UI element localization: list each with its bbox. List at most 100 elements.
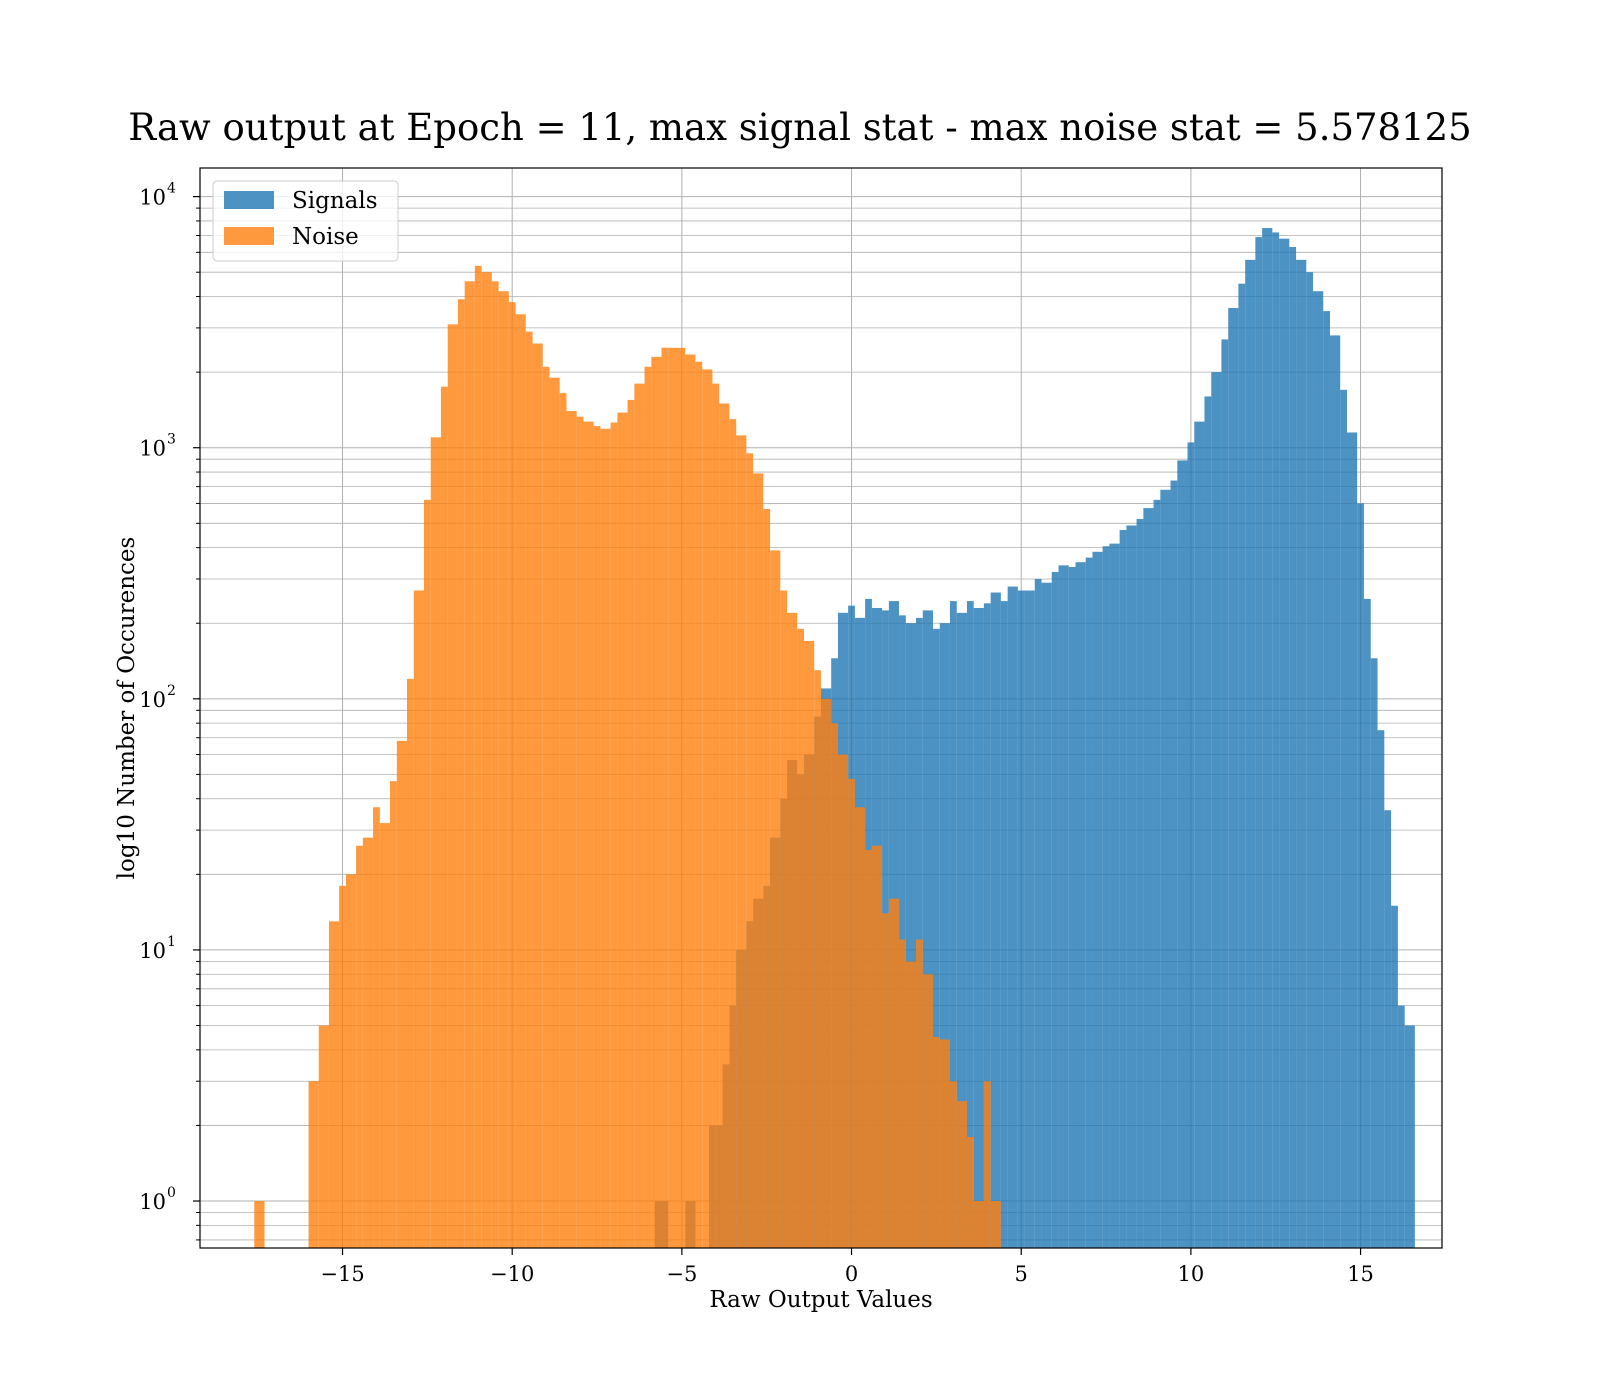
noise-bar — [345, 874, 357, 1248]
signals-bar — [1194, 421, 1205, 1248]
signals-bar — [1177, 460, 1188, 1248]
noise-bar — [753, 473, 764, 1248]
signals-bar — [983, 603, 991, 1248]
noise-bar — [956, 1101, 967, 1248]
legend-swatch-signals — [224, 191, 274, 209]
signals-bar — [1136, 519, 1144, 1248]
y-tick-label: 10 — [139, 688, 166, 712]
noise-bar — [882, 913, 889, 1248]
noise-bar — [966, 1136, 974, 1248]
signals-bar — [1041, 582, 1052, 1248]
signals-bar — [899, 615, 906, 1248]
noise-bar — [651, 356, 662, 1248]
signals-bar — [1323, 311, 1331, 1249]
signals-bar — [1384, 810, 1392, 1248]
noise-bar — [990, 1201, 1001, 1248]
noise-bar — [939, 1039, 950, 1248]
signals-bar — [1170, 480, 1178, 1248]
x-tick-label: −5 — [666, 1262, 697, 1286]
noise-bar — [634, 383, 645, 1249]
noise-bar — [719, 403, 730, 1248]
noise-bar — [318, 1025, 329, 1248]
signals-bar — [1404, 1025, 1415, 1248]
noise-bar — [440, 386, 448, 1248]
noise-bar — [396, 740, 407, 1248]
legend-label-noise: Noise — [292, 224, 359, 250]
signals-bar — [1068, 566, 1076, 1248]
noise-bar — [481, 272, 492, 1248]
signals-bar — [905, 623, 917, 1248]
signals-bar — [1255, 237, 1263, 1248]
signals-bar — [1143, 508, 1154, 1249]
x-tick-label: −15 — [320, 1262, 364, 1286]
signals-bar — [1221, 339, 1229, 1248]
noise-bar — [549, 377, 560, 1248]
signals-bar — [973, 607, 984, 1248]
noise-bar — [328, 921, 340, 1248]
signals-bar — [1092, 551, 1103, 1248]
signals-bar — [1024, 590, 1035, 1248]
noise-bar — [379, 823, 391, 1248]
noise-bar — [498, 291, 509, 1248]
noise-bar — [430, 437, 441, 1248]
signals-bar — [1160, 489, 1171, 1248]
y-tick-label: 10 — [139, 1190, 166, 1214]
noise-bar — [831, 723, 838, 1248]
noise-bar — [668, 347, 679, 1248]
noise-bar — [702, 369, 713, 1249]
signals-bar — [1000, 601, 1008, 1248]
signals-bar — [1187, 442, 1195, 1248]
signals-bar — [1228, 308, 1239, 1248]
legend-label-signals: Signals — [292, 188, 378, 214]
signals-bar — [1313, 291, 1324, 1248]
noise-bar — [464, 281, 475, 1248]
noise-bar — [899, 939, 906, 1248]
noise-bar — [308, 1081, 319, 1248]
noise-bar — [559, 393, 567, 1248]
signals-bar — [1119, 530, 1127, 1248]
noise-bar — [871, 845, 883, 1248]
signals-bar — [1289, 246, 1297, 1249]
x-axis-label: Raw Output Values — [709, 1287, 932, 1313]
noise-bar — [576, 416, 584, 1249]
noise-bar — [814, 670, 821, 1248]
signals-bar — [1279, 238, 1290, 1248]
signals-bar — [1306, 272, 1314, 1248]
noise-bar — [922, 974, 933, 1248]
noise-bar — [983, 1081, 991, 1248]
noise-bar — [729, 419, 737, 1248]
noise-bar — [254, 1201, 265, 1248]
noise-bar — [763, 509, 771, 1248]
y-tick-exponent: 2 — [167, 683, 176, 699]
noise-bar — [617, 412, 628, 1249]
signals-bar — [1357, 503, 1364, 1249]
signals-bar — [939, 623, 950, 1248]
signals-bar — [1034, 579, 1042, 1248]
signals-bar — [1204, 396, 1212, 1248]
signals-bar — [1075, 562, 1086, 1248]
signals-bar — [956, 612, 967, 1248]
y-tick-label: 10 — [139, 186, 166, 210]
y-tick-exponent: 1 — [167, 934, 176, 950]
x-tick-label: 15 — [1347, 1262, 1374, 1286]
noise-bar — [770, 550, 781, 1248]
noise-bar — [542, 366, 550, 1248]
noise-bar — [865, 849, 872, 1248]
signals-bar — [1397, 1005, 1405, 1248]
signals-bar — [1051, 571, 1059, 1248]
noise-bar — [916, 939, 923, 1248]
y-tick-exponent: 0 — [167, 1185, 176, 1201]
signals-bar — [1126, 525, 1137, 1248]
noise-bar — [566, 411, 577, 1248]
noise-bar — [949, 1081, 957, 1248]
signals-bar — [1330, 335, 1341, 1249]
signals-bar — [1272, 232, 1280, 1248]
noise-bar — [746, 453, 754, 1249]
noise-bar — [837, 754, 849, 1248]
noise-bar — [532, 343, 543, 1249]
noise-bar — [644, 366, 652, 1248]
noise-bar — [339, 885, 346, 1248]
noise-bar — [685, 354, 696, 1249]
